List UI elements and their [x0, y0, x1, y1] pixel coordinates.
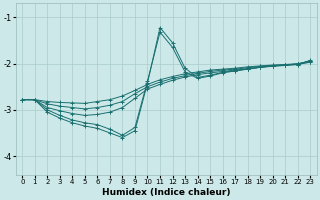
- X-axis label: Humidex (Indice chaleur): Humidex (Indice chaleur): [102, 188, 230, 197]
